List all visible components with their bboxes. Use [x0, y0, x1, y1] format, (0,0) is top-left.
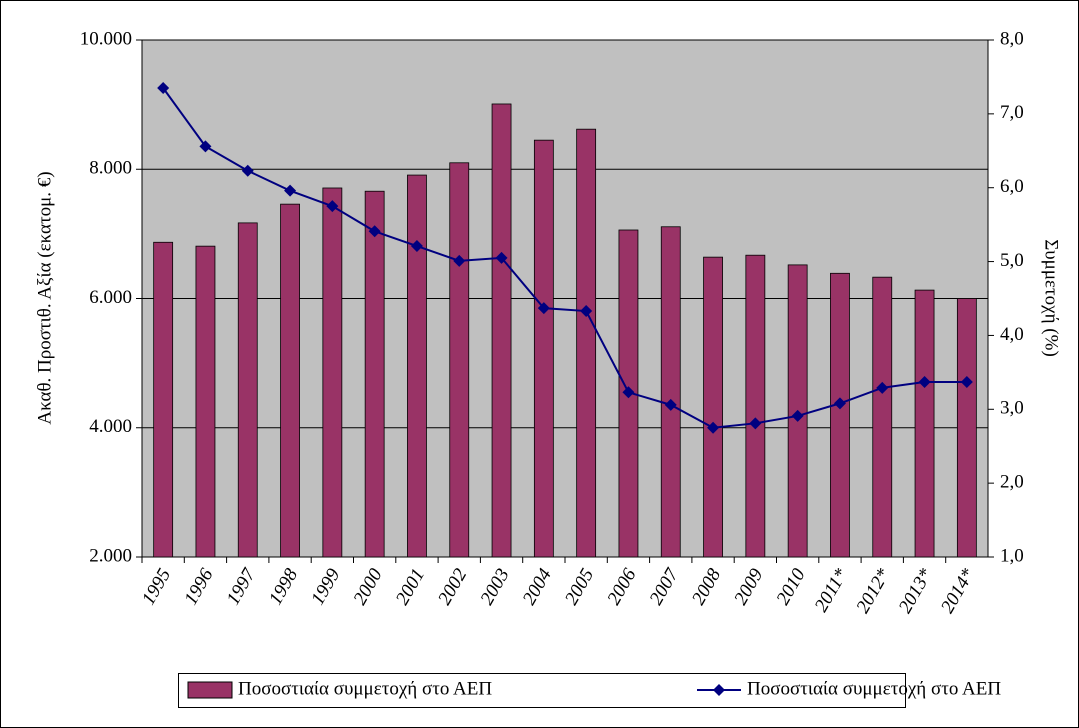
y-tick-label: 6.000	[89, 287, 132, 308]
marker	[707, 421, 720, 434]
marker	[749, 417, 762, 430]
y2-tick-label: 6,0	[1000, 176, 1024, 197]
legend	[178, 673, 906, 708]
bar	[322, 187, 343, 558]
bar	[153, 241, 174, 558]
marker	[960, 375, 973, 388]
y2-tick-label: 3,0	[1000, 398, 1024, 419]
marker	[580, 305, 593, 318]
marker	[326, 200, 339, 213]
y2-axis-title: Συμμετοχή (%)	[1041, 239, 1062, 357]
y2-tick-label: 8,0	[1000, 28, 1024, 49]
y-tick-label: 2.000	[89, 545, 132, 566]
bar	[449, 162, 470, 558]
marker	[918, 375, 931, 388]
legend-label: Ποσοστιαία συμμετοχή στο ΑΕΠ	[238, 678, 492, 699]
y2-tick-label: 1,0	[1000, 545, 1024, 566]
bar	[195, 245, 216, 558]
marker	[241, 164, 254, 177]
marker	[791, 409, 804, 422]
bar	[660, 226, 681, 558]
bar	[407, 174, 427, 558]
bar	[914, 289, 935, 558]
marker	[495, 251, 508, 264]
marker	[833, 397, 846, 410]
marker	[157, 82, 170, 95]
legend-swatch	[187, 681, 233, 699]
marker	[410, 240, 423, 253]
bar	[956, 298, 977, 558]
y-tick-label: 10.000	[80, 28, 132, 49]
marker	[622, 386, 635, 399]
line	[162, 87, 967, 429]
bar	[830, 272, 850, 558]
marker	[199, 140, 212, 153]
y2-tick-label: 2,0	[1000, 472, 1024, 493]
marker	[664, 398, 677, 411]
bar	[491, 103, 512, 558]
bar	[576, 128, 597, 558]
y2-tick-label: 4,0	[1000, 324, 1024, 345]
marker	[368, 225, 381, 238]
y-tick-label: 8.000	[89, 158, 132, 179]
bar	[533, 139, 554, 558]
bar	[364, 190, 385, 558]
marker	[453, 254, 466, 267]
marker	[537, 302, 550, 315]
y-tick-label: 4.000	[89, 416, 132, 437]
bar	[745, 254, 766, 558]
bar	[280, 203, 300, 558]
y2-tick-label: 5,0	[1000, 250, 1024, 271]
marker	[284, 184, 297, 197]
marker	[876, 381, 889, 394]
bar	[872, 276, 893, 558]
y-axis-title: Ακαθ. Προστιθ. Αξία (εκατομ. €)	[34, 171, 55, 424]
y2-tick-label: 7,0	[1000, 102, 1024, 123]
bar	[703, 256, 723, 558]
legend-label: Ποσοστιαία συμμετοχή στο ΑΕΠ	[747, 678, 1001, 699]
bar	[237, 222, 258, 558]
legend-swatch	[713, 684, 725, 696]
